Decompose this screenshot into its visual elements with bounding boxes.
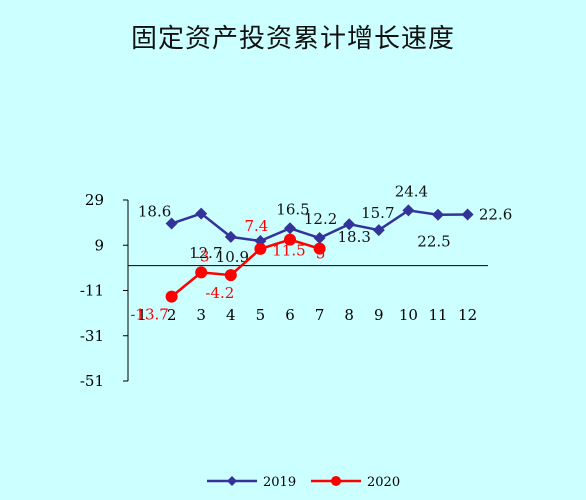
x-tick-label: 7 xyxy=(315,306,325,324)
data-label-2019: 15.7 xyxy=(361,204,394,222)
legend-marker-2020 xyxy=(331,476,341,486)
data-point-2019 xyxy=(165,217,178,230)
data-label-2020: 7.4 xyxy=(244,217,268,235)
legend-marker-2019 xyxy=(227,476,237,486)
x-tick-label: 8 xyxy=(344,306,354,324)
data-point-2019 xyxy=(313,232,326,245)
x-tick-label: 1 xyxy=(137,306,147,324)
data-point-2019 xyxy=(372,224,385,237)
data-point-2019 xyxy=(432,208,444,221)
x-tick-label: 12 xyxy=(458,306,477,324)
data-point-2020 xyxy=(284,233,296,246)
data-point-2020 xyxy=(313,242,326,255)
y-tick-label: 9 xyxy=(94,236,104,254)
data-point-2019 xyxy=(343,218,356,231)
data-label-2019: 16.5 xyxy=(276,200,309,218)
y-tick-label: -31 xyxy=(80,327,104,345)
x-tick-label: 6 xyxy=(285,306,295,324)
data-label-2020: -13.7 xyxy=(130,306,168,324)
data-label-2019: 22.5 xyxy=(417,233,450,251)
x-tick-label: 9 xyxy=(374,306,384,324)
y-tick-label: 29 xyxy=(85,191,104,209)
y-tick-label: -51 xyxy=(80,372,104,390)
data-label-2020: 5 xyxy=(316,245,326,263)
data-point-2019 xyxy=(284,222,296,235)
x-tick-label: 3 xyxy=(196,306,206,324)
data-label-2019: 22.6 xyxy=(479,205,512,223)
data-label-2019: 24.4 xyxy=(395,182,428,200)
data-point-2019 xyxy=(195,207,208,220)
data-point-2019 xyxy=(402,204,415,217)
y-tick-label: -11 xyxy=(80,282,104,300)
data-point-2019 xyxy=(461,208,474,221)
x-tick-label: 4 xyxy=(226,306,236,324)
data-label-2019: 18.6 xyxy=(138,203,171,221)
data-label-2020: -3 xyxy=(195,247,210,265)
data-point-2020 xyxy=(224,269,237,282)
chart-title: 固定资产投资累计增长速度 xyxy=(130,24,455,54)
data-point-2020 xyxy=(254,242,267,255)
legend-label-2020: 2020 xyxy=(367,475,400,490)
x-tick-label: 11 xyxy=(428,306,447,324)
x-tick-label: 5 xyxy=(256,306,266,324)
data-point-2020 xyxy=(195,266,208,279)
data-label-2019: 10.9 xyxy=(216,248,249,266)
data-label-2020: -4.2 xyxy=(205,284,234,302)
data-point-2019 xyxy=(224,230,237,243)
data-label-2020: 11.5 xyxy=(272,242,305,260)
x-tick-label: 2 xyxy=(167,306,177,324)
data-label-2019: 12.2 xyxy=(304,210,337,228)
data-label-2019: 12.7 xyxy=(189,244,222,262)
legend-label-2019: 2019 xyxy=(263,475,296,490)
data-label-2019: 18.3 xyxy=(337,228,370,246)
x-tick-label: 10 xyxy=(399,306,418,324)
data-point-2020 xyxy=(165,290,178,303)
